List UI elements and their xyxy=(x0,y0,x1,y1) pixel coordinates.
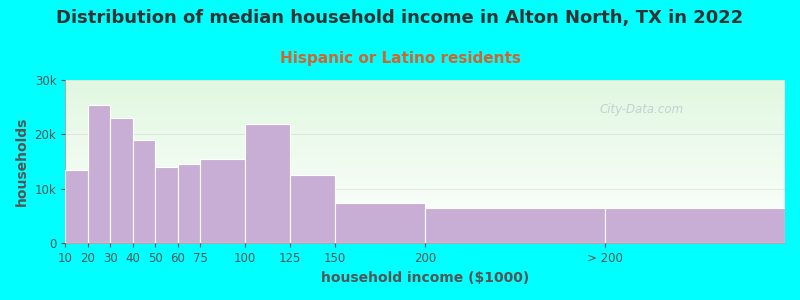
Text: City-Data.com: City-Data.com xyxy=(599,103,683,116)
Bar xyxy=(110,118,133,243)
Bar xyxy=(290,175,335,243)
Bar xyxy=(133,140,155,243)
Bar xyxy=(335,202,425,243)
Text: Distribution of median household income in Alton North, TX in 2022: Distribution of median household income … xyxy=(56,9,744,27)
Bar xyxy=(155,167,178,243)
Bar xyxy=(200,159,246,243)
Bar xyxy=(66,170,88,243)
Y-axis label: households: households xyxy=(15,117,29,206)
Bar xyxy=(425,208,605,243)
Bar xyxy=(246,124,290,243)
Text: Hispanic or Latino residents: Hispanic or Latino residents xyxy=(279,51,521,66)
Bar xyxy=(605,208,785,243)
Bar xyxy=(178,164,200,243)
Bar xyxy=(88,104,110,243)
X-axis label: household income ($1000): household income ($1000) xyxy=(321,271,530,285)
